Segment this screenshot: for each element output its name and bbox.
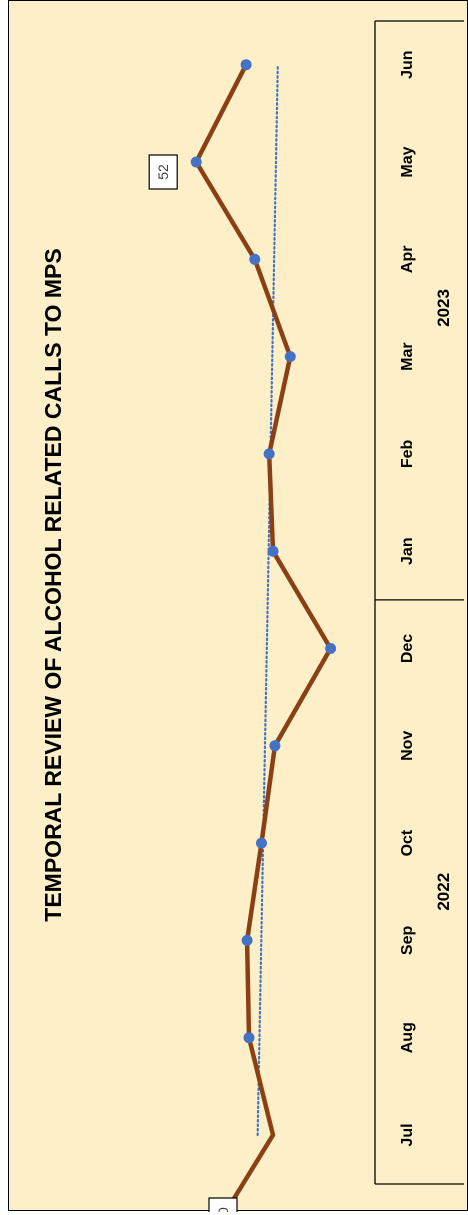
x-axis: Jul Aug Sep Oct Nov Dec Jan Feb Mar Apr May Jun 2022…	[374, 20, 464, 1185]
data-point	[263, 448, 275, 460]
x-group-label: 2022	[434, 873, 453, 911]
data-point	[243, 1032, 255, 1044]
x-tick-label: Feb	[399, 439, 416, 468]
x-tick-label: Jun	[399, 50, 416, 78]
marker-group	[190, 59, 337, 1044]
data-point	[240, 59, 252, 71]
x-tick-label: Jan	[399, 537, 416, 565]
x-tick-label: Apr	[399, 246, 416, 274]
data-label-box	[208, 1197, 238, 1212]
data-point	[267, 545, 279, 557]
data-point	[325, 643, 337, 654]
data-point	[269, 740, 281, 752]
x-group-label: 2023	[434, 289, 453, 327]
line-chart: Jul Aug Sep Oct Nov Dec Jan Feb Mar Apr May Jun 2022…	[40, 20, 464, 1212]
data-point	[284, 351, 296, 363]
x-tick-label: Aug	[399, 1022, 416, 1053]
x-tick-label: Sep	[399, 926, 416, 956]
x-tick-label: May	[399, 146, 416, 177]
series-line	[193, 62, 333, 1208]
data-point	[249, 253, 261, 265]
trendline	[256, 63, 279, 1137]
chart-frame: Jul Aug Sep Oct Nov Dec Jan Feb Mar Apr May Jun 2022…	[8, 0, 468, 1212]
x-tick-label: Oct	[399, 829, 416, 856]
data-label-box	[148, 154, 178, 190]
chart-title: TEMPORAL REVIEW OF ALCOHOL RELATED CALLS…	[40, 248, 66, 921]
x-tick-label: Mar	[399, 342, 416, 370]
data-point	[255, 837, 267, 849]
x-tick-label: Jul	[399, 1123, 416, 1146]
x-tick-label: Nov	[399, 731, 416, 761]
data-point	[241, 934, 253, 946]
data-label: 52	[155, 164, 171, 180]
trendline-group	[256, 63, 279, 1137]
data-point	[190, 156, 202, 168]
data-label: 60	[215, 1207, 231, 1212]
data-label-group: 60 52	[148, 154, 238, 1212]
series-group	[193, 62, 333, 1208]
x-tick-label: Dec	[399, 634, 416, 663]
